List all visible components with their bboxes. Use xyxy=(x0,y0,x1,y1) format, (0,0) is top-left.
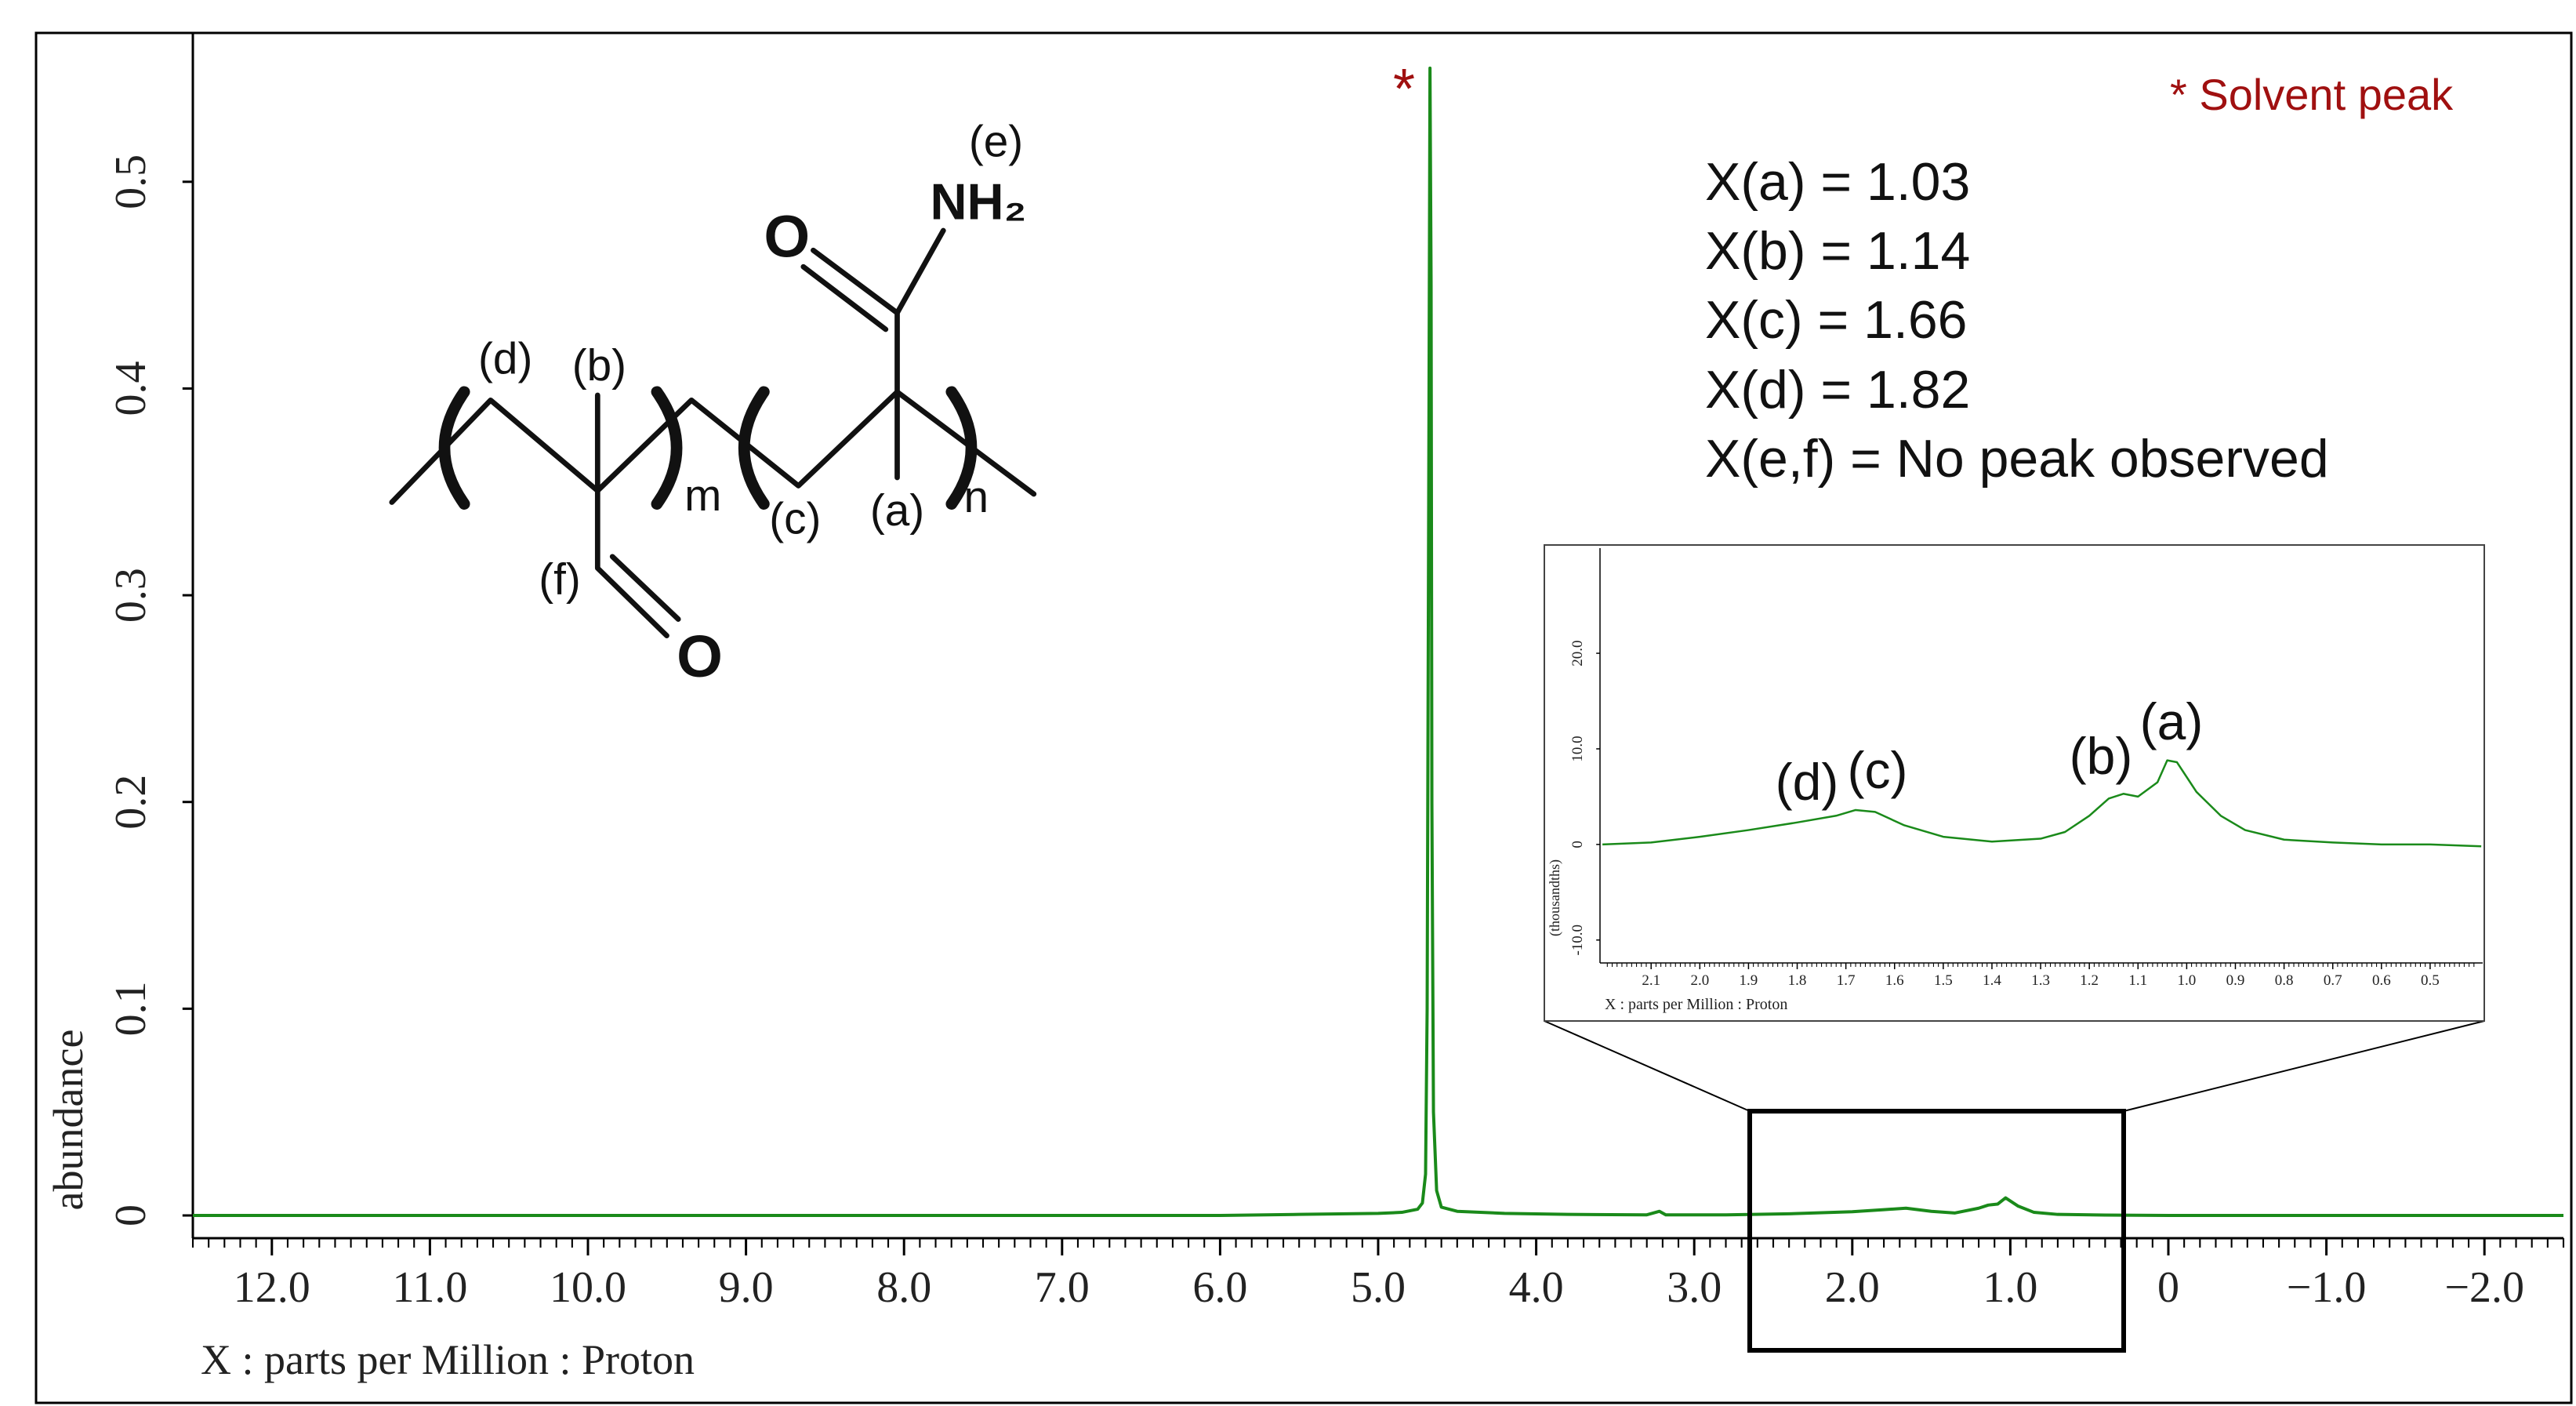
x-tick-label: 1.2 xyxy=(2080,972,2099,989)
x-tick-label: 1.4 xyxy=(1983,972,2001,989)
spectrum-line xyxy=(1602,759,2482,848)
y-tick-label: 0.3 xyxy=(107,568,155,623)
x-tick-label: 0.5 xyxy=(2421,972,2440,989)
atom-label: (f) xyxy=(539,555,581,605)
shift-note: X(a) = 1.03 xyxy=(1705,152,1970,212)
y-tick-label: 0.2 xyxy=(107,775,155,830)
y-tick-label: 0.5 xyxy=(107,154,155,209)
zoom-box xyxy=(1747,1109,2126,1353)
bond xyxy=(811,247,900,316)
x-tick-label: 2.0 xyxy=(1690,972,1709,989)
y-tick-label: 0 xyxy=(1569,841,1586,848)
peak-label: (c) xyxy=(1848,741,1908,799)
x-tick-label: 6.0 xyxy=(1192,1263,1247,1312)
x-tick-label: 1.7 xyxy=(1837,972,1856,989)
x-tick-label: 4.0 xyxy=(1509,1263,1564,1312)
x-tick-label: 8.0 xyxy=(876,1263,931,1312)
x-tick-label: −1.0 xyxy=(2287,1263,2367,1312)
bracket xyxy=(438,386,470,510)
bond xyxy=(594,488,669,638)
atom-label: (d) xyxy=(478,335,532,384)
inset-annotations: (d) (c) (b) (a) xyxy=(1776,692,2204,811)
bond xyxy=(800,263,889,332)
x-tick-label: 3.0 xyxy=(1667,1263,1722,1312)
bracket xyxy=(738,386,770,510)
zoom-connector xyxy=(1544,1020,1751,1112)
atom-label: (a) xyxy=(870,486,924,536)
x-axis-label: X : parts per Million : Proton xyxy=(1605,996,1787,1013)
x-axis-label: X : parts per Million : Proton xyxy=(201,1336,695,1383)
main-plot: 12.0 11.0 10.0 9.0 8.0 7.0 6.0 5.0 4.0 3.0 2.0 1.0 0… xyxy=(45,33,2565,1383)
x-tick-label: 1.0 xyxy=(2178,972,2197,989)
inset-plot: 2.1 2.0 1.9 1.8 1.7 1.6 1.5 1.4 1.3 1.2 1.1 1.0 0.9 0… xyxy=(1547,548,2483,1013)
x-tick-label: 1.8 xyxy=(1788,972,1807,989)
x-tick-label: 2.1 xyxy=(1642,972,1660,989)
y-tick-label: 0.4 xyxy=(107,361,155,416)
atom-label: m xyxy=(684,471,721,521)
x-tick-label: 5.0 xyxy=(1351,1263,1406,1312)
peak-marker: * xyxy=(1393,58,1415,121)
x-tick-label: 0 xyxy=(2157,1263,2179,1312)
zoom-connector xyxy=(2123,1020,2485,1112)
x-tick-label: 0.9 xyxy=(2226,972,2245,989)
x-tick-label: 0.7 xyxy=(2324,972,2342,989)
peak-label: (a) xyxy=(2140,692,2204,750)
structure-labels: (e) NH₂ O (d) (b) m (c) (a) n (f) O xyxy=(478,117,1026,690)
x-tick-label: 9.0 xyxy=(719,1263,774,1312)
y-axis-label: abundance xyxy=(45,1030,92,1211)
atom-label: O xyxy=(764,205,810,271)
x-tick-label: 1.1 xyxy=(2128,972,2147,989)
spectrum-line xyxy=(193,66,2563,1217)
shift-note: X(c) = 1.66 xyxy=(1705,290,1968,350)
y-tick-label: 20.0 xyxy=(1569,640,1586,666)
peak-label: (d) xyxy=(1776,753,1839,811)
y-tick-label: -10.0 xyxy=(1569,925,1586,956)
annotations: * * Solvent peak X(a) = 1.03 X(b) = 1.14… xyxy=(1393,58,2454,489)
shift-note: X(b) = 1.14 xyxy=(1705,221,1970,281)
atom-label: O xyxy=(677,624,723,690)
y-tick-label: 10.0 xyxy=(1569,736,1586,761)
bond xyxy=(609,554,681,622)
atom-label: n xyxy=(964,473,989,522)
x-tick-label: 7.0 xyxy=(1035,1263,1090,1312)
x-tick-label: 0.8 xyxy=(2275,972,2294,989)
x-tick-label: 1.3 xyxy=(2031,972,2050,989)
x-tick-label: 0.6 xyxy=(2372,972,2391,989)
shift-note: X(d) = 1.82 xyxy=(1705,360,1970,420)
x-tick-label: 1.0 xyxy=(1983,1263,2037,1312)
x-tick-label: −2.0 xyxy=(2444,1263,2524,1312)
shift-note: X(e,f) = No peak observed xyxy=(1705,429,2329,489)
atom-label: NH₂ xyxy=(931,173,1027,230)
peak-label: (b) xyxy=(2070,727,2133,785)
x-tick-label: 10.0 xyxy=(550,1263,626,1312)
bracket xyxy=(945,386,978,510)
atom-label: (b) xyxy=(572,341,626,391)
inset-frame xyxy=(1544,544,2485,1022)
atom-label: (c) xyxy=(769,494,821,543)
x-tick-label: 1.9 xyxy=(1740,972,1758,989)
structure xyxy=(389,227,1037,638)
legend-note: * Solvent peak xyxy=(2170,70,2454,119)
x-tick-label: 12.0 xyxy=(234,1263,310,1312)
x-tick-label: 2.0 xyxy=(1825,1263,1880,1312)
x-tick-label: 11.0 xyxy=(392,1263,467,1312)
y-axis-label: (thousandths) xyxy=(1547,859,1563,936)
x-tick-label: 1.5 xyxy=(1934,972,1953,989)
y-tick-label: 0.1 xyxy=(107,981,155,1036)
y-tick-label: 0 xyxy=(107,1204,155,1226)
atom-label: (e) xyxy=(969,117,1023,166)
x-tick-label: 1.6 xyxy=(1885,972,1904,989)
bracket xyxy=(651,386,683,510)
